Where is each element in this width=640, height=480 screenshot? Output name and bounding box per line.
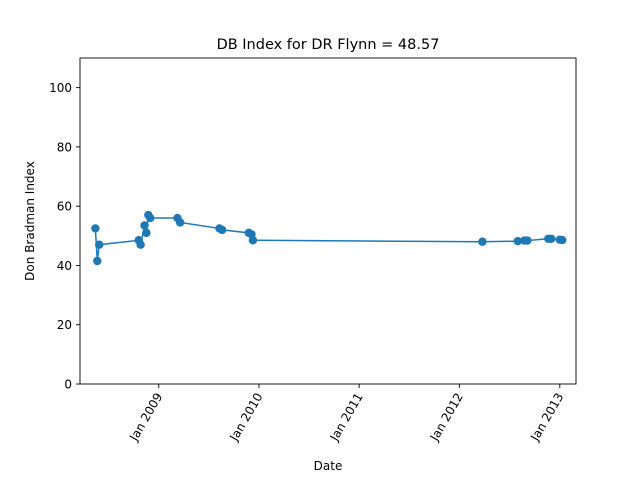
y-tick-label: 40	[57, 259, 72, 273]
data-point	[175, 218, 185, 227]
y-tick-label: 20	[57, 318, 72, 332]
data-point	[217, 225, 227, 235]
data-point	[93, 256, 102, 266]
y-axis-label: Don Bradman Index	[23, 161, 37, 281]
data-point	[136, 240, 145, 249]
data-point	[513, 236, 523, 246]
data-point	[140, 221, 149, 230]
y-tick-label: 60	[57, 200, 72, 214]
y-tick-label: 100	[49, 81, 72, 95]
data-point	[248, 236, 258, 245]
data-point	[558, 235, 567, 245]
chart-title: DB Index for DR Flynn = 48.57	[217, 37, 440, 53]
data-point	[523, 236, 532, 245]
data-point	[142, 228, 151, 238]
y-tick-label: 80	[57, 140, 72, 154]
axes-frame	[79, 57, 577, 385]
data-point	[146, 213, 155, 223]
data-point	[478, 237, 487, 246]
data-point	[547, 234, 556, 243]
y-tick-label: 0	[64, 378, 72, 392]
data-point	[91, 224, 100, 233]
x-axis-label: Date	[314, 459, 343, 473]
data-point	[95, 240, 104, 249]
